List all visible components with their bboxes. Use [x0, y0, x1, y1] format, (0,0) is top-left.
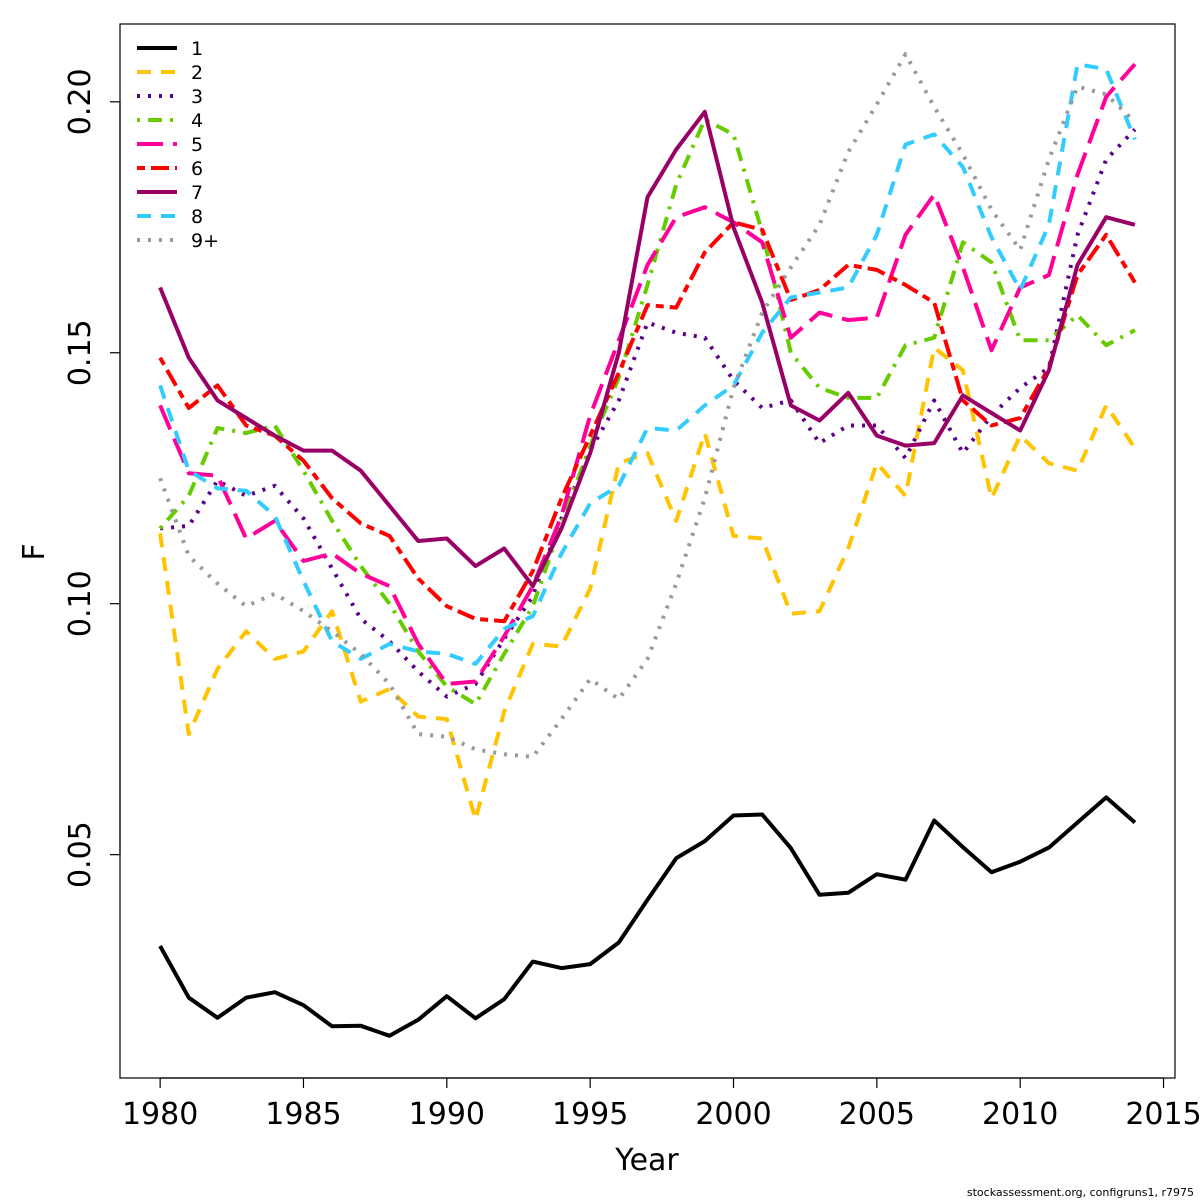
x-tick-label: 2015 — [1125, 1097, 1200, 1132]
legend-label-1: 1 — [191, 38, 203, 60]
legend-label-7: 7 — [191, 182, 203, 204]
series-line-8 — [158, 62, 1137, 666]
x-axis: 1980 1985 1990 1995 2000 2005 2010 2015 — [122, 1077, 1200, 1132]
plot-lines — [158, 52, 1137, 1038]
series-line-2 — [158, 345, 1137, 822]
y-tick-label: 0.15 — [63, 319, 98, 386]
y-axis-title: F — [17, 543, 52, 560]
legend-label-9plus: 9+ — [191, 230, 219, 252]
series-line-5 — [158, 62, 1137, 686]
x-tick-label: 1980 — [122, 1097, 198, 1132]
footnote: stockassessment.org, configruns1, r7975 — [967, 1186, 1194, 1199]
y-tick-label: 0.20 — [63, 68, 98, 135]
series-line-4 — [158, 117, 1136, 707]
y-axis: 0.05 0.10 0.15 0.20 — [63, 68, 121, 888]
legend-label-5: 5 — [191, 134, 203, 156]
y-tick-label: 0.05 — [63, 821, 98, 888]
legend-label-2: 2 — [191, 62, 203, 84]
x-tick-label: 2010 — [982, 1097, 1058, 1132]
series-line-1 — [158, 795, 1137, 1038]
series-line-3 — [159, 128, 1137, 699]
legend-label-8: 8 — [191, 206, 203, 228]
plot-frame — [119, 23, 1176, 1079]
legend-label-3: 3 — [191, 86, 203, 108]
x-axis-title: Year — [614, 1143, 679, 1178]
x-tick-label: 2000 — [695, 1097, 771, 1132]
x-tick-label: 1995 — [552, 1097, 628, 1132]
series-line-9plus — [158, 52, 1137, 759]
series-line-7 — [158, 109, 1136, 589]
x-tick-label: 1985 — [265, 1097, 341, 1132]
legend-label-4: 4 — [191, 110, 203, 132]
series-line-6 — [158, 220, 1137, 624]
legend-label-6: 6 — [191, 158, 203, 180]
x-tick-label: 1990 — [409, 1097, 485, 1132]
y-tick-label: 0.10 — [63, 570, 98, 637]
x-tick-label: 2005 — [839, 1097, 915, 1132]
